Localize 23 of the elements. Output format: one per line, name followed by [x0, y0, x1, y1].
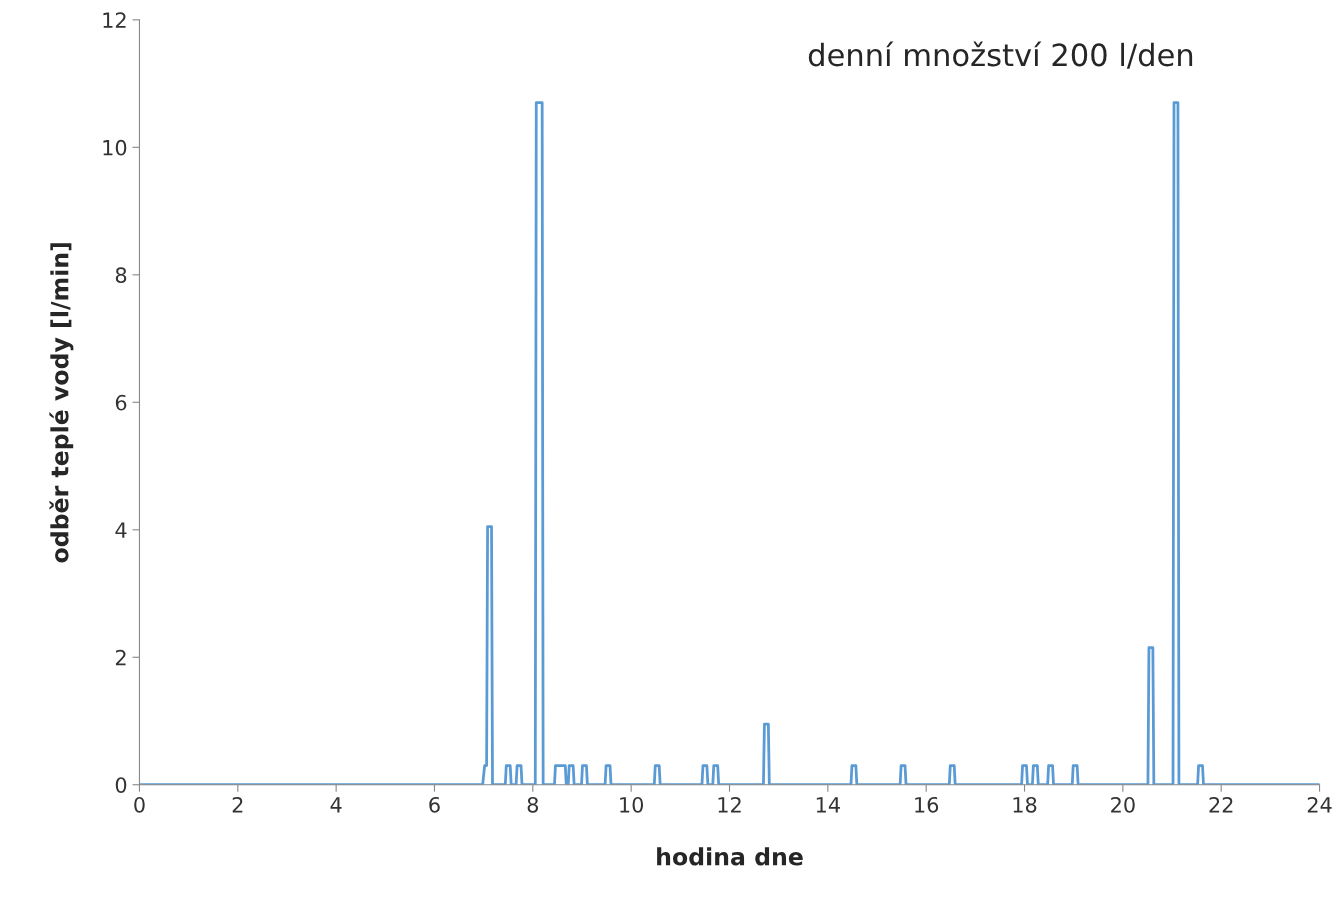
x-tick-label: 18	[1013, 796, 1037, 813]
y-axis-title: odběr teplé vody [l/min]	[49, 243, 74, 563]
x-tick-label: 2	[232, 796, 243, 813]
x-tick-label: 0	[134, 796, 145, 813]
y-tick-label: 4	[115, 522, 127, 538]
x-tick-label: 8	[527, 796, 539, 813]
y-tick-label: 8	[115, 267, 127, 284]
x-tick-label: 6	[429, 796, 440, 813]
y-tick-label: 0	[115, 777, 127, 793]
x-tick-label: 22	[1209, 796, 1233, 813]
y-tick-label: 10	[103, 139, 127, 156]
y-tick-label: 2	[115, 649, 126, 666]
x-tick-label: 10	[620, 796, 644, 813]
y-tick-label: 6	[115, 394, 127, 411]
x-tick-label: 20	[1111, 796, 1135, 813]
x-tick-label: 24	[1307, 796, 1332, 813]
x-tick-label: 12	[718, 796, 741, 813]
x-tick-label: 4	[330, 797, 342, 813]
x-axis-title: hodina dne	[657, 847, 803, 866]
y-tick-label: 12	[103, 12, 126, 28]
x-tick-label: 16	[915, 796, 939, 813]
x-tick-label: 14	[816, 797, 840, 813]
text: denní množství 200 l/den	[808, 41, 1193, 69]
